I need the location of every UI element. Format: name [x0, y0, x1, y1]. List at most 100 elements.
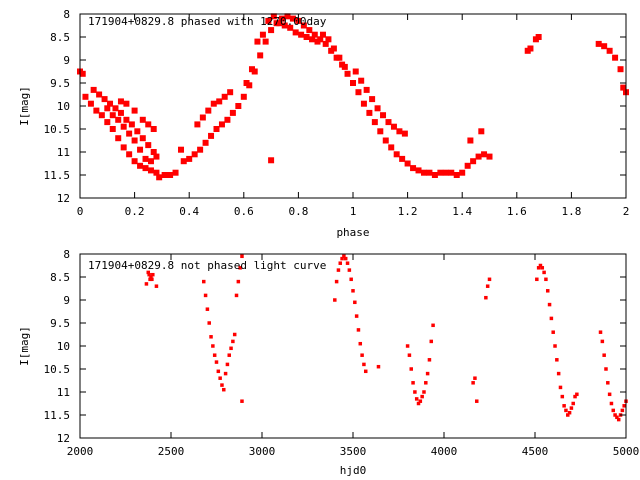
data-point — [606, 47, 613, 54]
data-point — [615, 415, 619, 420]
data-point — [399, 155, 406, 162]
data-point — [363, 86, 370, 93]
data-point — [573, 394, 577, 399]
data-point — [345, 261, 350, 265]
data-point — [238, 266, 242, 270]
data-point — [306, 27, 313, 34]
data-point — [202, 139, 209, 146]
data-point — [622, 404, 626, 408]
data-point — [555, 358, 559, 362]
data-point — [243, 80, 250, 86]
data-point — [353, 300, 357, 305]
data-point — [128, 121, 135, 128]
data-point — [409, 367, 413, 371]
data-point — [276, 20, 283, 27]
data-point — [146, 270, 150, 275]
data-point — [199, 114, 206, 121]
x-tick-label: 1.8 — [561, 205, 581, 218]
x-tick-label: 2500 — [158, 445, 185, 458]
x-axis-label: phase — [336, 226, 369, 239]
data-point — [426, 169, 433, 176]
data-point — [356, 328, 361, 332]
data-point — [232, 332, 237, 337]
data-point — [147, 272, 151, 277]
y-tick-label: 9.5 — [50, 317, 70, 330]
x-tick-label: 2 — [623, 205, 630, 218]
data-point — [453, 172, 460, 178]
data-point — [362, 362, 366, 367]
x-tick-label: 0.4 — [179, 205, 199, 218]
y-tick-label: 11.5 — [44, 169, 71, 182]
data-point — [571, 401, 575, 406]
data-point — [376, 364, 381, 369]
data-point — [229, 109, 236, 116]
data-point — [535, 34, 542, 40]
data-point — [131, 137, 138, 144]
data-point — [347, 268, 352, 272]
data-point — [334, 279, 339, 284]
data-point — [270, 13, 277, 20]
data-point — [564, 408, 568, 413]
data-point — [566, 413, 570, 417]
data-point — [366, 109, 373, 116]
data-point — [197, 146, 204, 153]
data-point — [527, 45, 534, 52]
data-point — [569, 406, 574, 410]
x-tick-label: 5000 — [613, 445, 640, 458]
data-point — [404, 160, 411, 167]
data-point — [322, 40, 329, 47]
x-tick-label: 3500 — [340, 445, 367, 458]
y-tick-label: 11 — [57, 386, 70, 399]
data-point — [309, 36, 316, 43]
data-point — [98, 112, 105, 119]
data-point — [385, 119, 392, 126]
data-point — [338, 261, 343, 265]
data-point — [223, 371, 228, 376]
data-point — [240, 93, 247, 100]
data-point — [547, 302, 552, 307]
data-point — [109, 126, 116, 132]
data-point — [145, 121, 152, 128]
data-point — [208, 132, 215, 139]
data-point — [224, 116, 231, 123]
data-point — [145, 142, 152, 149]
data-point — [216, 98, 223, 105]
data-point — [227, 89, 234, 96]
y-tick-label: 11.5 — [44, 409, 71, 422]
data-point — [148, 277, 152, 282]
data-point — [107, 100, 114, 107]
y-tick-label: 9 — [63, 54, 70, 67]
data-point — [298, 31, 305, 38]
data-point — [330, 45, 337, 52]
data-point — [211, 344, 215, 348]
data-point — [616, 417, 621, 422]
plot-frame — [79, 13, 627, 199]
data-point — [471, 381, 475, 385]
data-point — [606, 381, 610, 385]
data-point — [396, 128, 403, 135]
data-point — [595, 40, 602, 47]
data-point — [240, 254, 244, 259]
data-point — [82, 93, 89, 100]
data-point — [134, 128, 141, 135]
data-point — [221, 93, 228, 100]
data-point — [459, 169, 466, 176]
data-point — [542, 270, 546, 275]
data-point — [303, 34, 310, 40]
data-point — [431, 323, 435, 328]
data-point — [257, 52, 264, 59]
data-point — [390, 123, 397, 130]
x-tick-label: 1.4 — [452, 205, 472, 218]
data-point — [123, 100, 130, 107]
data-point — [617, 66, 624, 73]
y-tick-label: 8 — [63, 248, 70, 261]
x-tick-label: 2000 — [67, 445, 94, 458]
plot-frame — [79, 253, 627, 439]
data-point — [279, 15, 286, 22]
data-point — [560, 394, 565, 399]
data-point — [265, 17, 272, 24]
data-point — [425, 371, 430, 376]
data-point — [431, 172, 438, 178]
data-point — [268, 157, 275, 164]
data-point — [104, 119, 111, 126]
